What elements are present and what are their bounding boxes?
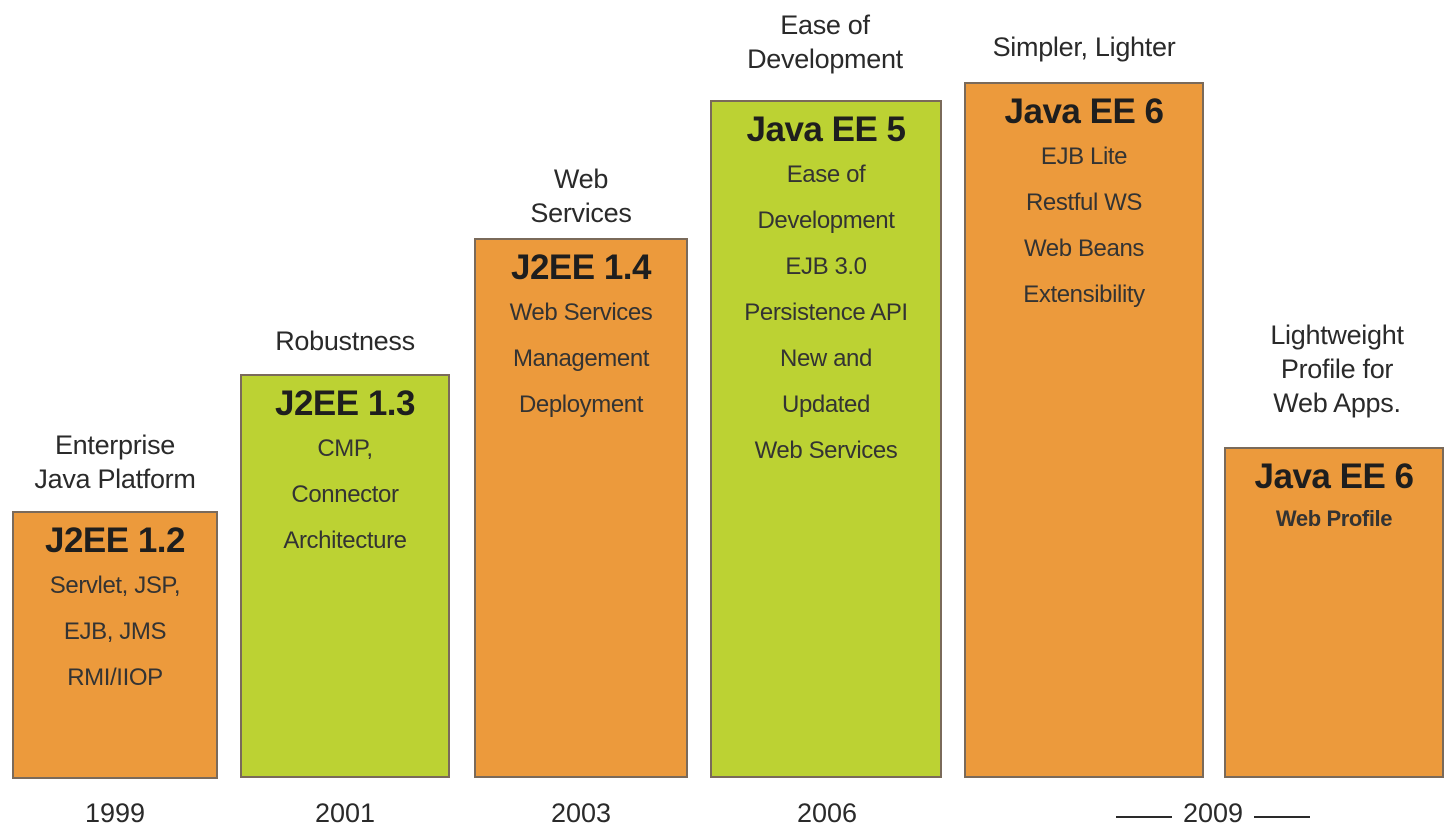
feature-item: Web Beans	[1023, 235, 1145, 262]
release-features: Servlet, JSP, EJB, JMS RMI/IIOP	[14, 563, 216, 701]
release-features: EJB Lite Restful WS Web Beans Extensibil…	[966, 134, 1202, 318]
feature-item: CMP,	[317, 435, 373, 462]
feature-item: Architecture	[283, 527, 407, 554]
theme-line: Web Apps.	[1273, 388, 1401, 418]
release-features: Web Profile	[1226, 499, 1442, 539]
release-box: J2EE 1.3 CMP, Connector Architecture	[240, 374, 450, 778]
feature-item: EJB Lite	[1040, 143, 1128, 170]
release-name: J2EE 1.2	[45, 521, 186, 560]
theme-line: Enterprise	[54, 430, 176, 460]
feature-item: Management	[512, 345, 650, 372]
release-year: 2003	[550, 798, 612, 828]
feature-item: Extensibility	[1023, 281, 1145, 308]
release-theme: Simpler, Lighter	[992, 32, 1176, 62]
release-year: 2001	[314, 798, 376, 828]
feature-item: Web Services	[754, 437, 898, 464]
feature-item: New and	[780, 345, 872, 372]
release-theme: Web Services	[474, 162, 688, 230]
release-theme: Lightweight Profile for Web Apps.	[1232, 318, 1442, 420]
release-theme: Robustness	[275, 326, 415, 356]
release-name: J2EE 1.4	[511, 248, 652, 287]
feature-item: Ease of	[786, 161, 866, 188]
feature-item: Development	[757, 207, 895, 234]
release-box: Java EE 6 Web Profile	[1224, 447, 1444, 778]
release-name: J2EE 1.3	[275, 384, 416, 423]
year-line-right	[1254, 816, 1310, 818]
release-name: Java EE 5	[746, 110, 906, 149]
feature-item: Restful WS	[1025, 189, 1143, 216]
theme-line: Lightweight	[1270, 320, 1404, 350]
release-box: Java EE 5 Ease of Development EJB 3.0 Pe…	[710, 100, 942, 778]
theme-line: Development	[747, 44, 903, 74]
feature-item: Persistence API	[744, 299, 908, 326]
theme-line: Java Platform	[34, 464, 196, 494]
feature-item: Deployment	[518, 391, 644, 418]
release-year: 2009	[1182, 798, 1244, 828]
feature-item: Connector	[291, 481, 399, 508]
release-theme: Enterprise Java Platform	[8, 428, 222, 496]
release-box: J2EE 1.2 Servlet, JSP, EJB, JMS RMI/IIOP	[12, 511, 218, 779]
theme-line: Web	[553, 164, 609, 194]
release-year: 2006	[796, 798, 858, 828]
release-name: Java EE 6	[1254, 457, 1414, 496]
release-year: 1999	[84, 798, 146, 828]
feature-item: Servlet, JSP,	[49, 572, 181, 599]
theme-line: Ease of	[780, 10, 870, 40]
release-theme: Ease of Development	[708, 8, 942, 76]
feature-item: EJB 3.0	[785, 253, 867, 280]
feature-item: Updated	[782, 391, 870, 418]
feature-item: RMI/IIOP	[67, 664, 163, 691]
feature-item: EJB, JMS	[63, 618, 167, 645]
release-box: J2EE 1.4 Web Services Management Deploym…	[474, 238, 688, 778]
year-line-left	[1116, 816, 1172, 818]
theme-line: Services	[530, 198, 632, 228]
release-features: Ease of Development EJB 3.0 Persistence …	[712, 152, 940, 474]
feature-item: Web Services	[509, 299, 653, 326]
release-features: Web Services Management Deployment	[476, 290, 686, 428]
feature-item: Web Profile	[1275, 506, 1393, 531]
release-name: Java EE 6	[1004, 92, 1164, 131]
release-box: Java EE 6 EJB Lite Restful WS Web Beans …	[964, 82, 1204, 778]
theme-line: Profile for	[1280, 354, 1394, 384]
release-features: CMP, Connector Architecture	[242, 426, 448, 564]
